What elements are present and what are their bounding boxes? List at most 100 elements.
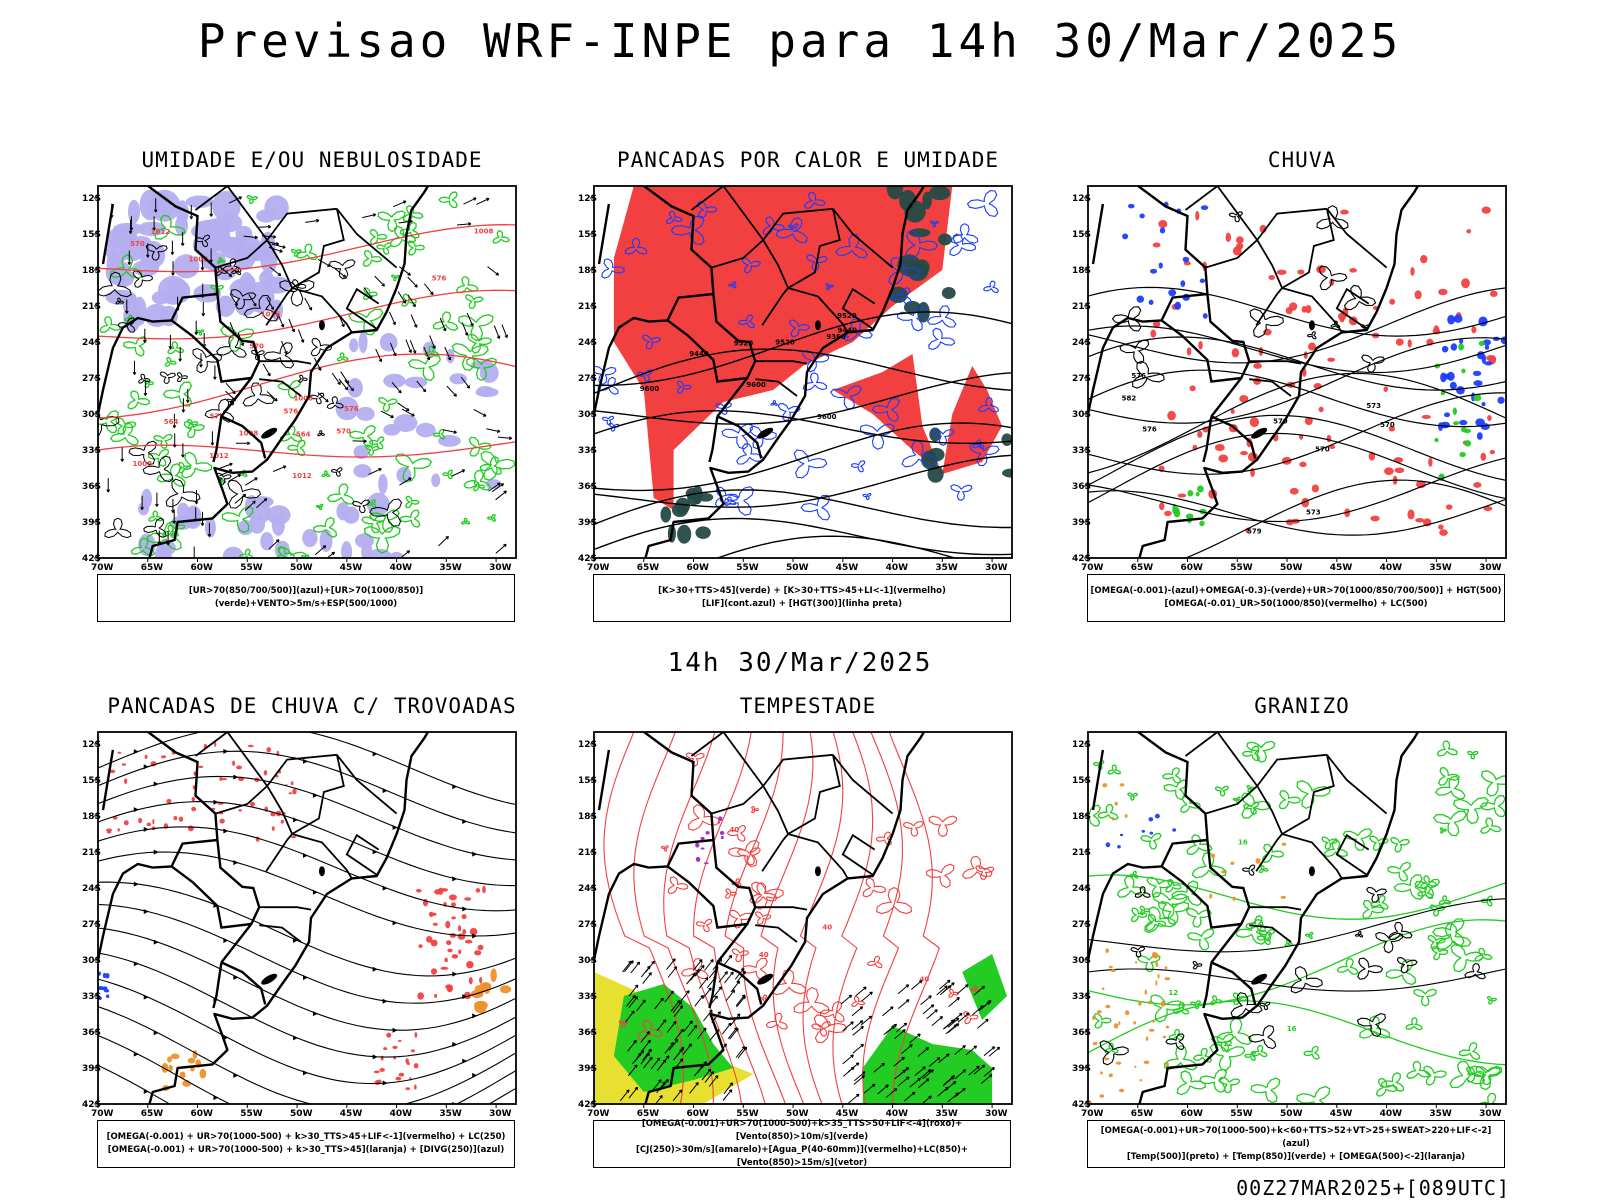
- lat-label: 33S: [578, 992, 597, 1002]
- thunder-red-area: [112, 816, 118, 820]
- streamline-arrow: [452, 876, 458, 882]
- humidity-blue-area: [378, 473, 388, 495]
- wind850-vector: [619, 1089, 630, 1102]
- pressure-contour: [227, 479, 262, 509]
- wind850-vector: [852, 1025, 864, 1036]
- rain-blue-area: [1484, 344, 1490, 350]
- humidity-blue-area: [271, 514, 285, 536]
- temp850-contour: [1244, 1050, 1257, 1061]
- thunder-red-area: [138, 817, 143, 824]
- streamline-arrow: [462, 1115, 467, 1120]
- country-border: [712, 293, 757, 418]
- lifted-index-contour: [978, 396, 1000, 413]
- state-border: [1205, 785, 1258, 815]
- streamline-arrow: [372, 849, 378, 855]
- legend-caption-line: [OMEGA(-0.001)+UR>70(1000-500)+k>35_TTS>…: [641, 1119, 963, 1142]
- rain-blue-area: [1199, 278, 1206, 284]
- wind850-vector: [842, 1021, 854, 1032]
- pressure-contour: [142, 455, 174, 483]
- temp850-contour: [1245, 915, 1266, 933]
- divergence-blue-area: [102, 972, 106, 979]
- humidity-blue-area: [222, 546, 244, 558]
- state-border: [1184, 186, 1258, 241]
- streamline-arrow: [462, 1058, 468, 1064]
- contour-label: 9520: [837, 312, 857, 320]
- lifted-index-contour: [793, 449, 828, 479]
- thunder-orange-area: [199, 1068, 207, 1079]
- wind850-vector: [636, 999, 646, 1012]
- green-humidity-contour: [468, 436, 492, 457]
- streamline-250: [98, 1034, 516, 1104]
- thunder-red-area: [413, 1063, 419, 1069]
- humidity-blue-area: [204, 517, 216, 538]
- humidity-blue-area: [105, 260, 132, 286]
- lifted-index-contour: [736, 443, 765, 465]
- streamline-arrow: [143, 909, 149, 915]
- wind850-vector: [627, 1064, 638, 1077]
- omega500-orange-area: [1102, 783, 1108, 788]
- green-humidity-contour: [402, 204, 424, 223]
- contour-label: 570: [130, 240, 145, 248]
- state-border: [194, 732, 268, 787]
- thunder-red-area: [392, 1045, 398, 1050]
- lat-label: 36S: [82, 482, 101, 492]
- hgt500-contour: [1249, 308, 1284, 339]
- omega500-orange-area: [1143, 1060, 1150, 1064]
- temp850-contour: [1469, 1065, 1503, 1091]
- lon-label: 30W: [489, 563, 512, 573]
- green-humidity-contour: [154, 214, 187, 240]
- wind850-vector: [968, 1065, 980, 1076]
- lifted-index-contour: [608, 422, 620, 432]
- pressure-contour: [104, 517, 132, 539]
- rain-red-area: [1299, 461, 1307, 468]
- wind-arrow: [235, 441, 251, 446]
- green-humidity-contour: [463, 469, 491, 491]
- pressure-contour: [242, 382, 275, 407]
- country-border: [216, 839, 261, 964]
- convection-green-area: [1001, 433, 1012, 447]
- streamline-arrow: [233, 860, 239, 866]
- thunder-red-area: [482, 885, 486, 894]
- temp850-contour: [1479, 795, 1506, 818]
- coastline: [644, 186, 926, 558]
- temp850-contour: [1431, 945, 1449, 961]
- lon-label: 35W: [1429, 1109, 1452, 1119]
- temp850-contour: [1336, 958, 1359, 975]
- hail-blue-area: [1172, 828, 1177, 832]
- panel-title: PANCADAS POR CALOR E UMIDADE: [616, 148, 999, 172]
- lifted-index-contour: [928, 327, 956, 350]
- thunder-red-area: [451, 916, 456, 920]
- green-humidity-contour: [377, 397, 398, 412]
- humidity-blue-area: [437, 434, 461, 447]
- wind850-vector: [901, 1044, 913, 1054]
- thunder-red-area: [106, 830, 112, 834]
- rain-blue-area: [1478, 316, 1488, 327]
- wind-arrow: [409, 340, 417, 354]
- hgt500-contour: [1088, 369, 1506, 428]
- country-border: [1091, 749, 1105, 811]
- streamline-250: [98, 927, 516, 1031]
- lat-label: 24S: [578, 338, 597, 348]
- lon-label: 65W: [1131, 1109, 1154, 1119]
- wind850-vector: [683, 1020, 693, 1033]
- state-border: [215, 785, 268, 815]
- contour-label: 1012: [209, 452, 229, 460]
- wind-arrow: [424, 283, 434, 296]
- rain-red-area: [1150, 329, 1157, 338]
- contour-label: 1012: [292, 472, 312, 480]
- lon-label: 40W: [1380, 1109, 1403, 1119]
- wind850-vector: [626, 994, 636, 1007]
- reservoir-shape: [814, 866, 821, 877]
- legend-caption-line: [OMEGA(-0.001)-(azul)+OMEGA(-0.3)-(verde…: [1090, 586, 1502, 596]
- contour-label: 576: [1142, 426, 1157, 434]
- lifted-index-contour: [904, 230, 939, 260]
- country-border: [666, 292, 748, 383]
- storm-purple-area: [719, 830, 725, 835]
- temp850-contour: [1467, 750, 1479, 760]
- temp850-contour: [1437, 766, 1460, 786]
- streamline-arrow: [312, 1011, 318, 1017]
- lon-label: 55W: [1230, 563, 1253, 573]
- wind-arrow: [305, 218, 320, 223]
- temp850-contour: [1093, 1012, 1112, 1029]
- streamline-arrow: [133, 961, 139, 967]
